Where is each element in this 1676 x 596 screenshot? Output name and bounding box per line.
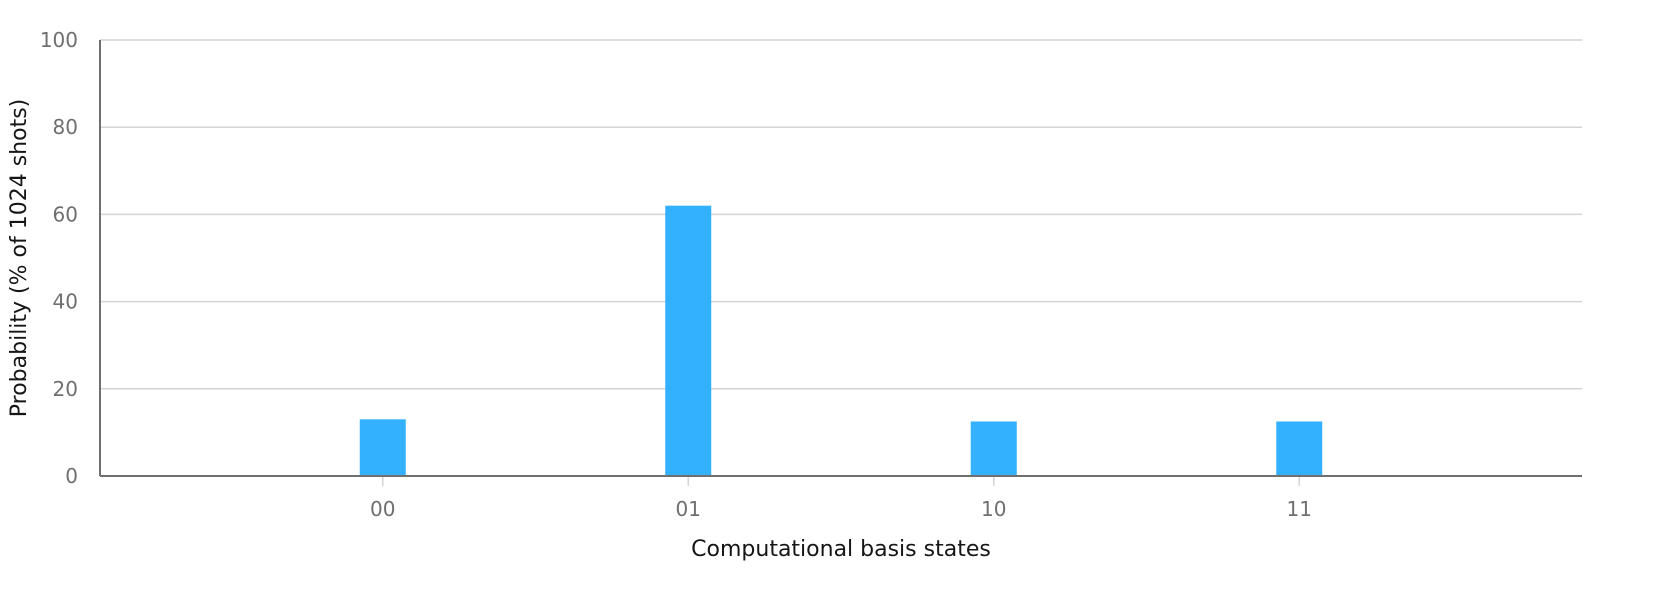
grid-layer	[100, 39, 1582, 390]
x-axis-title: Computational basis states	[691, 537, 991, 562]
labels-layer: 0 20 40 60 80 100 00 01 10 11	[40, 28, 1312, 521]
y-tick-label: 40	[53, 290, 78, 314]
x-tick-label: 11	[1287, 497, 1312, 521]
y-tick-label: 20	[53, 377, 78, 401]
bar-00	[359, 419, 406, 476]
bar-01	[665, 205, 712, 476]
axes-layer	[99, 40, 1582, 486]
y-tick-label: 0	[65, 464, 78, 488]
bar-10	[970, 421, 1017, 476]
bar-11	[1276, 421, 1323, 476]
x-tick-label: 00	[370, 497, 395, 521]
bars-layer	[359, 205, 1323, 476]
x-tick-label: 10	[981, 497, 1006, 521]
y-axis-title: Probability (% of 1024 shots)	[7, 99, 32, 417]
x-tick-label: 01	[676, 497, 701, 521]
y-tick-label: 100	[40, 28, 78, 52]
y-tick-label: 60	[53, 202, 78, 226]
y-tick-label: 80	[53, 115, 78, 139]
